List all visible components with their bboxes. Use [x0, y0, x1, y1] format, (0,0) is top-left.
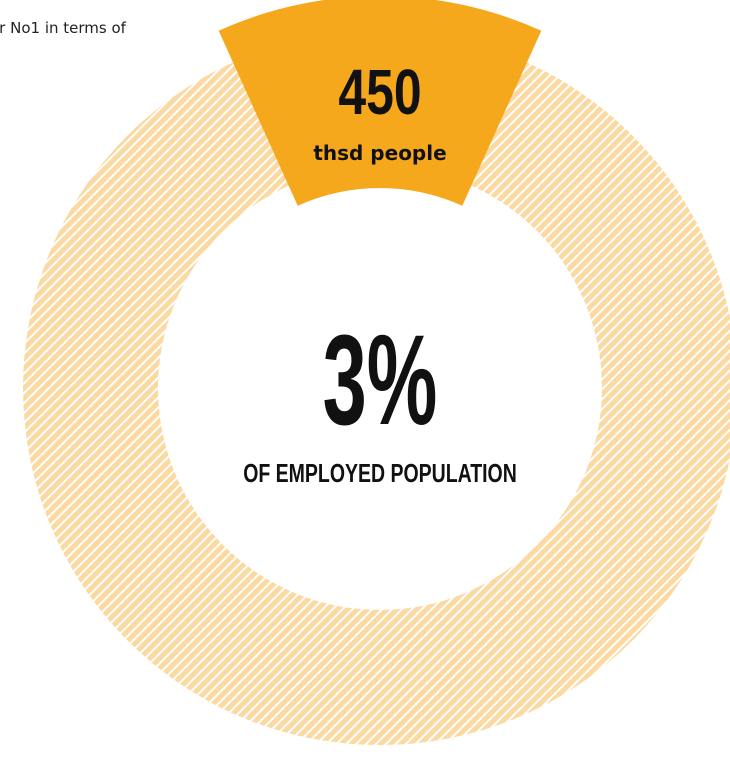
intro-text: or No1 in terms of	[0, 19, 126, 37]
center-percentage: 3%	[323, 309, 438, 452]
donut-remainder-slice	[23, 31, 730, 745]
callout-unit: thsd people	[313, 141, 446, 165]
donut-highlight-slice	[218, 0, 542, 206]
callout-value: 450	[338, 57, 421, 128]
center-label: OF EMPLOYED POPULATION	[243, 458, 517, 487]
